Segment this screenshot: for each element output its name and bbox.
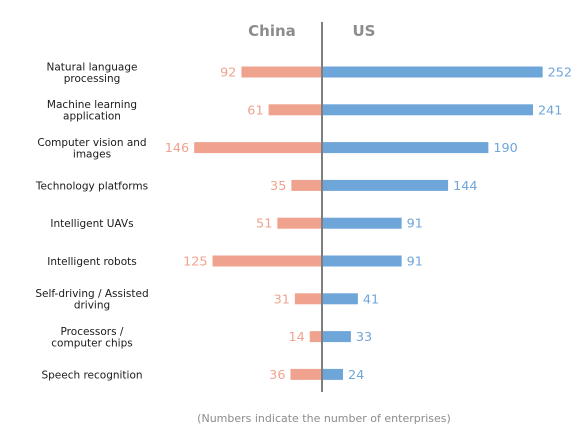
value-label-china-3: 35 <box>270 179 286 194</box>
category-label-line-5-0: Intelligent robots <box>47 256 137 268</box>
bar-us-0 <box>322 66 543 78</box>
bar-us-5 <box>322 255 402 267</box>
value-label-china-5: 125 <box>183 255 207 270</box>
category-label-line-0-0: Natural language <box>47 61 138 73</box>
bar-us-4 <box>322 217 402 229</box>
category-label-7: Processors / computer chips <box>51 326 132 350</box>
value-label-china-2: 146 <box>165 141 189 156</box>
category-label-line-2-0: Computer vision and <box>37 137 146 149</box>
category-label-line-2-1: images <box>73 148 111 160</box>
category-label-line-7-0: Processors / <box>61 326 124 338</box>
value-label-us-6: 41 <box>363 292 379 307</box>
footnote: (Numbers indicate the number of enterpri… <box>197 412 451 425</box>
bar-china-2 <box>194 142 322 154</box>
value-label-us-7: 33 <box>356 330 372 345</box>
bar-china-5 <box>212 255 322 267</box>
category-label-4: Intelligent UAVs <box>50 218 133 230</box>
category-label-line-6-1: driving <box>74 300 110 312</box>
category-label-0: Natural language processing <box>47 61 138 85</box>
category-label-6: Self-driving / Assisted driving <box>35 288 148 312</box>
bar-us-3 <box>322 179 449 191</box>
value-label-china-4: 51 <box>256 217 272 232</box>
series-headers-group: China US <box>248 22 375 40</box>
category-label-line-0-1: processing <box>64 73 121 85</box>
value-labels-group: 92 252 61 241 146 190 35 144 51 91 125 91 31 41 14 33 36… <box>165 66 572 383</box>
bar-us-6 <box>322 293 358 305</box>
bar-china-4 <box>277 217 322 229</box>
category-label-line-8-0: Speech recognition <box>41 369 142 381</box>
category-label-line-4-0: Intelligent UAVs <box>50 218 133 230</box>
bar-china-8 <box>290 368 322 380</box>
value-label-us-8: 24 <box>348 368 364 383</box>
value-label-china-1: 61 <box>247 103 263 118</box>
series-header-us: US <box>353 22 376 40</box>
value-label-china-6: 31 <box>274 292 290 307</box>
category-label-3: Technology platforms <box>35 180 148 192</box>
bar-china-0 <box>241 66 322 78</box>
category-label-line-1-1: application <box>63 111 121 123</box>
bar-china-6 <box>294 293 322 305</box>
bar-china-7 <box>309 331 322 343</box>
bars-group <box>194 66 543 380</box>
value-label-us-5: 91 <box>407 255 423 270</box>
category-label-1: Machine learning application <box>47 99 137 123</box>
value-label-us-3: 144 <box>453 179 477 194</box>
category-label-line-6-0: Self-driving / Assisted <box>35 288 148 300</box>
bar-china-1 <box>268 104 322 116</box>
bar-us-7 <box>322 331 351 343</box>
series-header-china: China <box>248 22 296 40</box>
category-label-line-3-0: Technology platforms <box>35 180 148 192</box>
category-labels-group: Natural language processing Machine learni… <box>35 61 149 381</box>
category-label-2: Computer vision and images <box>37 137 146 161</box>
value-label-china-8: 36 <box>269 368 285 383</box>
value-label-us-4: 91 <box>407 217 423 232</box>
value-label-china-7: 14 <box>288 330 304 345</box>
category-label-line-1-0: Machine learning <box>47 99 137 111</box>
category-label-8: Speech recognition <box>41 369 142 381</box>
value-label-china-0: 92 <box>220 66 236 81</box>
category-label-5: Intelligent robots <box>47 256 137 268</box>
bar-us-8 <box>322 368 344 380</box>
bar-us-1 <box>322 104 533 116</box>
bar-us-2 <box>322 142 489 154</box>
category-label-line-7-1: computer chips <box>51 337 132 349</box>
value-label-us-0: 252 <box>548 66 572 81</box>
bar-china-3 <box>291 179 322 191</box>
value-label-us-2: 190 <box>493 141 517 156</box>
value-label-us-1: 241 <box>538 103 562 118</box>
